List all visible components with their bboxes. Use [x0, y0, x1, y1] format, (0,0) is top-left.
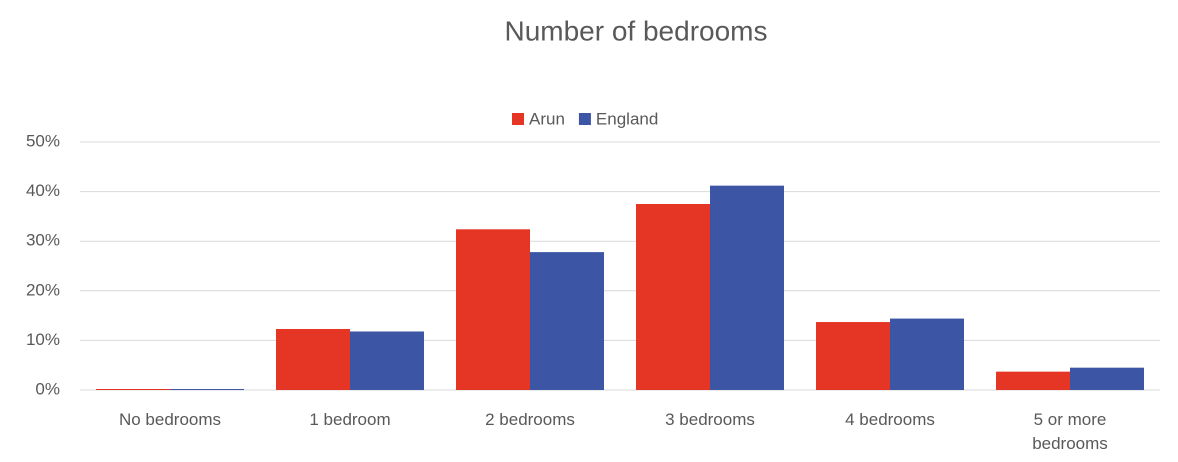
- bar: [170, 389, 244, 390]
- chart-title: Number of bedrooms: [504, 15, 767, 46]
- bar: [350, 331, 424, 390]
- legend-label: Arun: [529, 109, 565, 128]
- x-tick-label: 3 bedrooms: [665, 410, 755, 429]
- legend-swatch: [512, 113, 524, 125]
- x-tick-label: 1 bedroom: [309, 410, 391, 429]
- legend-swatch: [578, 113, 591, 125]
- y-tick-label: 10%: [26, 330, 60, 349]
- y-tick-label: 50%: [26, 131, 60, 150]
- y-tick-label: 20%: [26, 280, 60, 299]
- bar: [1070, 367, 1144, 390]
- y-tick-label: 0%: [35, 379, 60, 398]
- bar: [96, 389, 170, 390]
- bar: [530, 252, 604, 390]
- bar: [276, 328, 350, 390]
- bar: [816, 322, 890, 390]
- y-tick-label: 40%: [26, 181, 60, 200]
- x-tick-label: 2 bedrooms: [485, 410, 575, 429]
- x-tick-label: 5 or more bedrooms: [1032, 410, 1108, 453]
- bar: [636, 204, 710, 390]
- legend-label: England: [596, 109, 658, 128]
- x-tick-label: 4 bedrooms: [845, 410, 935, 429]
- y-tick-label: 30%: [26, 231, 60, 250]
- x-tick-label: No bedrooms: [118, 410, 222, 429]
- bar: [890, 318, 964, 390]
- bar: [456, 229, 530, 390]
- bar: [996, 371, 1070, 390]
- bar: [710, 185, 784, 390]
